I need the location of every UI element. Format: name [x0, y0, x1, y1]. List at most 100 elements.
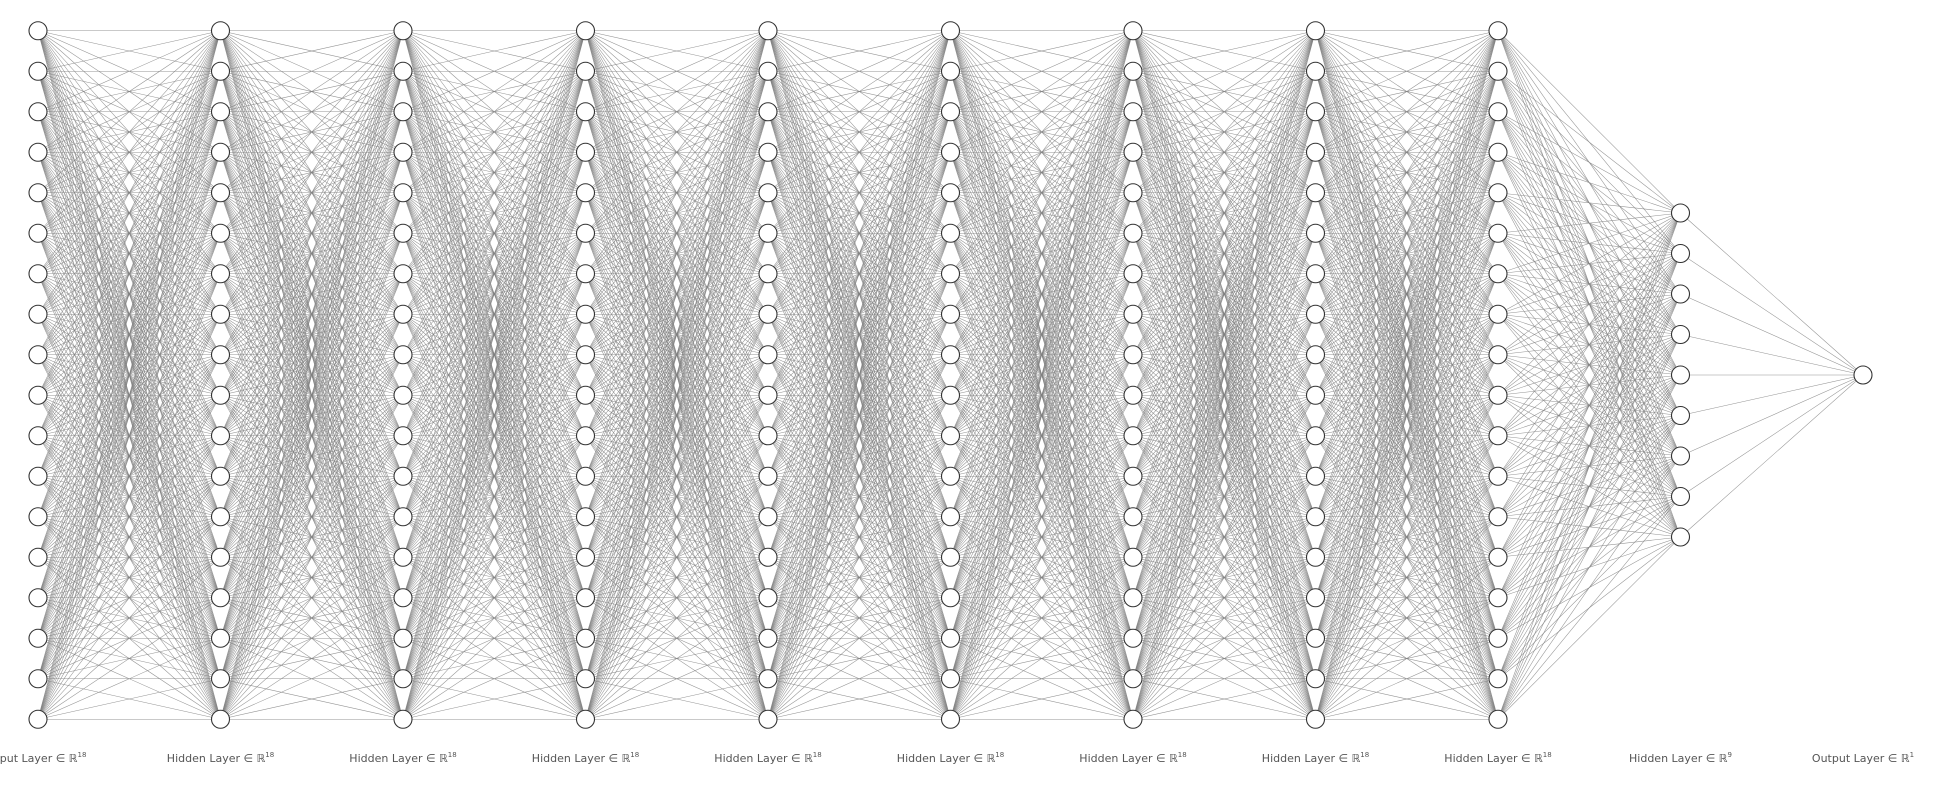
connection-edge	[37, 30, 221, 396]
connection-edge	[37, 395, 221, 720]
connection-edge	[402, 30, 586, 355]
connection-edge	[767, 557, 951, 720]
connection-edge	[585, 30, 769, 679]
connection-edge	[402, 30, 586, 234]
neuron-node	[758, 426, 778, 446]
connection-edge	[220, 30, 404, 679]
connection-edge	[1132, 71, 1316, 720]
neuron-node	[940, 426, 961, 446]
neuron-node	[1488, 21, 1508, 41]
connection-edge	[1497, 30, 1681, 214]
layer-label-text: Hidden Layer ∈ ℝ	[532, 752, 631, 765]
neuron-node	[210, 304, 231, 324]
connection-edge	[220, 597, 404, 720]
neuron-node	[28, 21, 48, 41]
connection-edge	[402, 30, 586, 436]
neuron-node	[1305, 385, 1326, 405]
neuron-node	[575, 385, 596, 405]
connection-edge	[1497, 496, 1681, 720]
neuron-node	[393, 102, 413, 122]
connection-edge	[767, 597, 951, 720]
neuron-node	[575, 142, 596, 162]
neuron-node	[575, 547, 596, 567]
connection-edge	[1132, 30, 1316, 113]
connection-edge	[220, 30, 404, 396]
connection-edge	[767, 30, 951, 477]
neuron-node	[210, 345, 231, 365]
connection-edge	[767, 678, 951, 720]
neuron-node	[1670, 324, 1691, 345]
connection-edge	[1132, 30, 1316, 639]
connection-edge	[220, 273, 404, 720]
connection-edge	[37, 30, 221, 315]
connection-edge	[950, 30, 1134, 598]
neuron-node	[1488, 628, 1508, 648]
layer-dimension: 18	[78, 751, 87, 759]
connection-edge	[402, 30, 586, 72]
connection-edge	[767, 30, 951, 153]
connection-edge	[767, 30, 951, 113]
connection-edge	[950, 30, 1134, 315]
connection-edge	[950, 476, 1134, 720]
connection-edge	[1315, 30, 1499, 558]
neuron-node	[1670, 405, 1691, 426]
neuron-node	[1670, 527, 1691, 547]
connection-edge	[1315, 30, 1499, 274]
connection-edge	[1497, 71, 1681, 214]
neuron-node	[1123, 264, 1143, 284]
neuron-node	[758, 709, 778, 729]
connection-edge	[585, 678, 769, 720]
neuron-node	[1488, 102, 1508, 122]
connection-edge	[402, 233, 586, 720]
connection-edge	[1315, 354, 1499, 720]
neuron-node	[210, 385, 231, 405]
connection-edge	[1680, 374, 1864, 538]
connection-edge	[1132, 233, 1316, 720]
connection-edge	[1132, 111, 1316, 720]
neuron-node	[393, 183, 413, 203]
connection-edge	[1132, 30, 1316, 436]
connection-edge	[402, 597, 586, 720]
connection-edge	[1315, 30, 1499, 598]
connection-edge	[585, 273, 769, 720]
connection-edge	[1315, 30, 1499, 679]
connection-edge	[37, 637, 221, 720]
connection-edge	[37, 71, 221, 720]
connection-edge	[585, 30, 769, 315]
neuron-node	[28, 264, 48, 284]
neuron-node	[1123, 61, 1143, 81]
connection-edge	[37, 30, 221, 234]
neuron-node	[1488, 61, 1508, 81]
connection-edge	[767, 30, 951, 639]
connection-edge	[1315, 152, 1499, 720]
layer-label-text: Input Layer ∈ ℝ	[0, 752, 78, 765]
connection-edge	[37, 678, 221, 720]
connection-edge	[402, 192, 586, 720]
neuron-node	[393, 588, 413, 608]
connection-edge	[402, 30, 586, 153]
connection-edge	[585, 30, 769, 355]
neuron-node	[393, 709, 413, 729]
connection-edge	[1497, 212, 1681, 234]
layer-dimension: 18	[1360, 751, 1369, 759]
connection-edge	[1132, 30, 1316, 679]
connection-edge	[37, 30, 221, 153]
neuron-node	[393, 466, 413, 486]
neuron-node	[758, 588, 778, 608]
connection-edge	[1680, 374, 1864, 457]
connection-edge	[37, 233, 221, 720]
connection-edge	[1315, 30, 1499, 517]
connection-edge	[402, 273, 586, 720]
connection-edge	[585, 30, 769, 639]
connection-edge	[1132, 30, 1316, 315]
connection-edge	[1315, 273, 1499, 720]
neuron-node	[940, 264, 961, 284]
neuron-node	[1488, 385, 1508, 405]
connection-edge	[585, 30, 769, 193]
connection-edge	[1132, 30, 1316, 153]
neuron-node	[393, 426, 413, 446]
connection-edge	[220, 516, 404, 720]
connection-edge	[402, 30, 586, 193]
connection-edge	[1315, 30, 1499, 477]
neuron-node	[1670, 446, 1691, 466]
